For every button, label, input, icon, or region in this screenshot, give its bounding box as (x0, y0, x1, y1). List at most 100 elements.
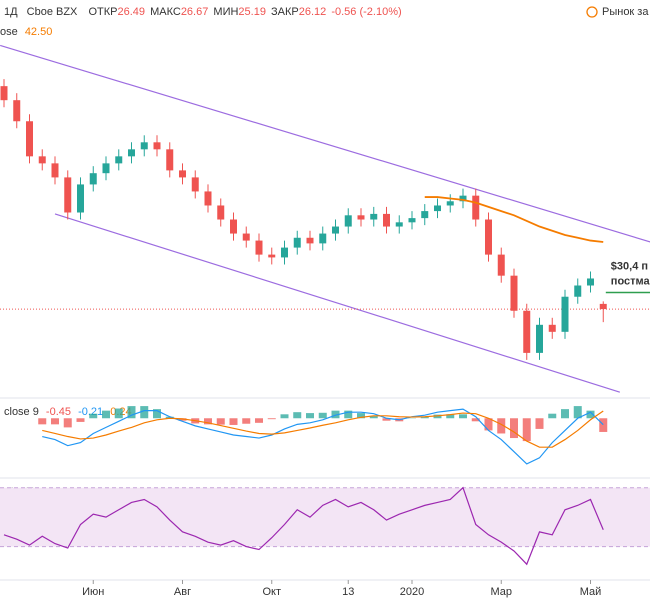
macd-histogram (178, 418, 187, 421)
status-icon (586, 6, 598, 18)
change: -0.56 (331, 6, 356, 18)
candle-body (268, 254, 276, 258)
trendline (54, 213, 621, 393)
candle-body (128, 149, 135, 157)
macd-title: close 9 (4, 406, 39, 418)
ohlc-value: 26.12 (299, 6, 327, 18)
macd-histogram (433, 414, 442, 419)
candle-body (459, 195, 467, 202)
macd-histogram (242, 418, 251, 424)
candle-body (230, 219, 237, 234)
macd-histogram (357, 413, 365, 419)
macd-histogram (548, 413, 557, 419)
macd-histogram (76, 418, 85, 422)
candle-body (574, 285, 582, 297)
macd-histogram (216, 418, 225, 425)
macd-histogram (102, 410, 110, 419)
candle-body (446, 201, 454, 206)
macd-histogram (561, 409, 569, 419)
macd-histogram (306, 413, 314, 419)
macd-histogram (229, 418, 238, 425)
ma-value: 42.50 (25, 26, 53, 38)
signal-line (42, 410, 604, 448)
x-tick-label: 2020 (400, 586, 424, 598)
candle-body (102, 163, 110, 174)
macd-histogram (599, 418, 608, 432)
macd-line (42, 408, 604, 465)
candle-body (51, 163, 59, 178)
macd-histogram (471, 418, 480, 422)
candle-body (472, 195, 480, 220)
rsi-line (3, 486, 604, 566)
candle-body (77, 184, 84, 213)
macd-histogram (280, 414, 289, 419)
macd-histogram (153, 409, 161, 419)
ohlc-value: 25.19 (238, 6, 266, 18)
macd-histogram (140, 406, 149, 419)
ma-title: ose (0, 26, 18, 38)
candle-body (497, 254, 505, 276)
trendline (0, 44, 650, 243)
macd-histogram (586, 410, 595, 419)
candle-body (561, 296, 569, 332)
candle-body (306, 237, 314, 244)
macd-histogram (204, 418, 212, 425)
macd-histogram (267, 418, 276, 420)
candle-body (408, 218, 416, 223)
ohlc-label: ЗАКР (271, 6, 299, 18)
macd-histogram (484, 418, 493, 431)
candle-body (357, 215, 365, 220)
macd-histogram (510, 418, 518, 439)
candle-body (115, 156, 123, 164)
macd-histogram (318, 412, 327, 419)
candle-body (370, 213, 378, 220)
macd-histogram (459, 414, 467, 419)
candle-body (89, 173, 97, 185)
macd-histogram (446, 414, 455, 419)
candle-body (421, 211, 429, 219)
candle-body (64, 177, 72, 213)
macd-histogram (293, 412, 302, 419)
candle-body (319, 233, 327, 244)
candle-body (217, 205, 225, 220)
macd-histogram (573, 406, 582, 419)
candle-body (599, 303, 607, 310)
x-tick-label: Май (580, 586, 602, 598)
x-tick-label: Мар (490, 586, 512, 598)
annotation-text: постмар (611, 275, 650, 287)
macd-histogram (89, 413, 98, 419)
macd-histogram (535, 418, 544, 429)
candle-body (536, 324, 543, 353)
macd-histogram (382, 418, 391, 421)
macd-histogram (331, 410, 340, 419)
ohlc-label: МИН (213, 6, 238, 18)
ohlc-value: 26.49 (117, 6, 145, 18)
macd-histogram (63, 418, 72, 428)
macd-histogram (497, 418, 506, 434)
candle-body (281, 247, 288, 258)
candle-body (255, 240, 263, 255)
macd-histogram (127, 406, 136, 419)
ma-legend: ose 42.50 (0, 26, 52, 38)
candle-body (38, 156, 46, 164)
macd-histogram (369, 416, 378, 419)
rsi-band (0, 487, 650, 547)
annotation-text: $30,4 п (611, 260, 648, 272)
macd-histogram (255, 418, 263, 423)
candle-body (179, 170, 186, 178)
candle-body (523, 310, 531, 353)
candle-body (13, 100, 21, 122)
candle-body (395, 222, 403, 227)
macd-histogram (420, 416, 429, 419)
candle-body (485, 219, 492, 255)
candle-body (26, 121, 33, 157)
x-tick-label: Авг (174, 586, 191, 598)
candle-body (153, 142, 161, 150)
macd-histogram (38, 418, 47, 425)
exchange: Cboe BZX (27, 6, 78, 18)
x-tick-label: Окт (262, 586, 281, 598)
ohlc-label: МАКС (150, 6, 181, 18)
macd-histogram (51, 418, 59, 425)
